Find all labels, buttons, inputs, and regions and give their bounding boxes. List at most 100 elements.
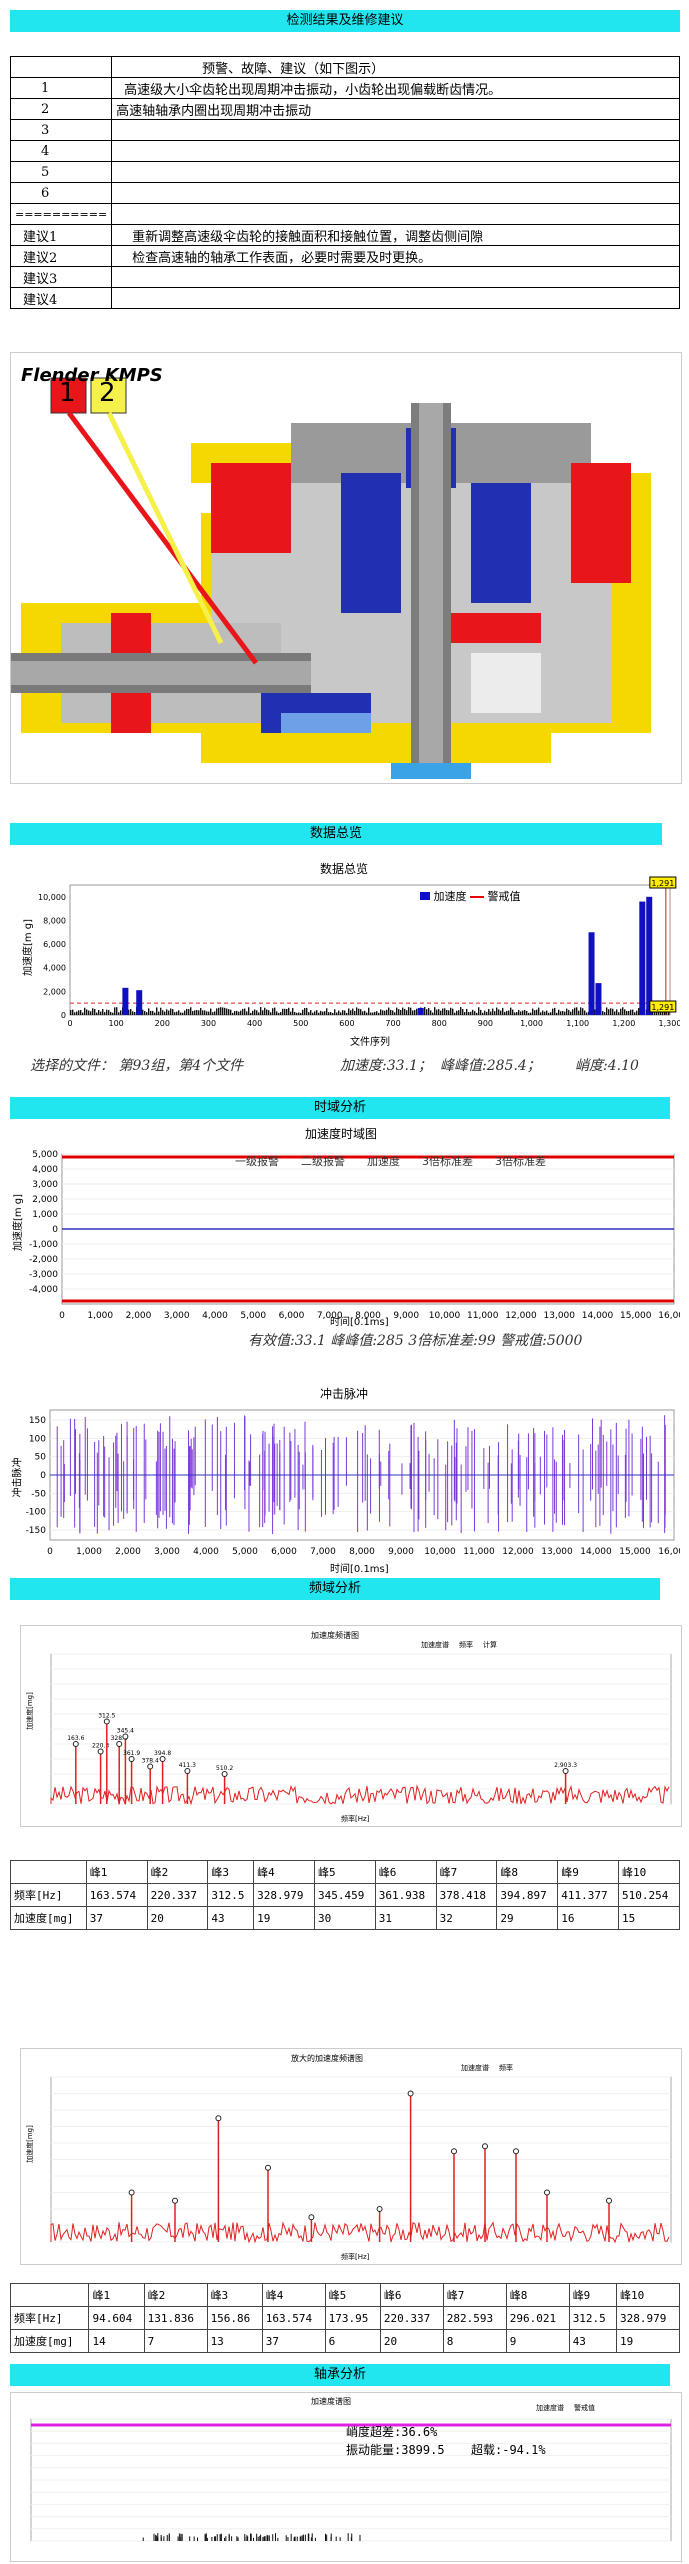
noise-bar <box>256 1010 258 1015</box>
x-tick-label: 13,000 <box>544 1311 576 1321</box>
noise-bar <box>158 1011 160 1015</box>
noise-bar <box>268 1010 270 1015</box>
peak-marker <box>482 2143 488 2150</box>
noise-bar <box>538 1007 540 1015</box>
blank-cell <box>9 56 113 78</box>
noise-bar <box>204 1010 206 1015</box>
noise-bar <box>358 1008 360 1015</box>
x-tick-label: 11,000 <box>467 1311 499 1321</box>
time-title: 加速度时域图 <box>305 1127 378 1141</box>
y-tick-label: 6,000 <box>43 940 66 949</box>
noise-bar <box>336 1012 338 1015</box>
noise-bar <box>198 1010 200 1015</box>
noise-bar <box>252 1010 254 1015</box>
noise-bar <box>560 1011 562 1015</box>
legend-alarm1: 一级报警 <box>235 1155 279 1168</box>
peak-marker <box>376 2206 383 2212</box>
noise-bar <box>194 1010 196 1015</box>
suggestion-row: 建议4 <box>9 287 680 309</box>
noise-bar <box>334 1009 336 1015</box>
peak-label: 2,903.3 <box>554 1762 577 1769</box>
noise-bar <box>170 1008 172 1015</box>
y-tick-label: -1,000 <box>29 1240 58 1250</box>
noise-bar <box>348 1008 350 1015</box>
noise-bar <box>330 1012 332 1015</box>
x-tick-label: 12,000 <box>502 1547 534 1557</box>
noise-bar <box>324 1011 326 1015</box>
overview-file-info: 选择的文件： 第93组，第4个文件 <box>30 1058 244 1074</box>
noise-bar <box>130 1008 132 1015</box>
noise-bar <box>72 1009 74 1015</box>
x-tick-label: 700 <box>385 1019 400 1028</box>
noise-bar <box>428 1008 430 1015</box>
noise-bar <box>346 1012 348 1015</box>
noise-bar <box>432 1012 434 1015</box>
noise-bar <box>230 1009 232 1015</box>
noise-bar <box>548 1012 550 1015</box>
noise-bar <box>494 1011 496 1015</box>
x-tick-label: 14,000 <box>582 1311 614 1321</box>
noise-bar <box>436 1009 438 1015</box>
noise-bar <box>104 1012 106 1015</box>
x-tick-label: 600 <box>339 1019 354 1028</box>
noise-bar <box>350 1010 352 1015</box>
noise-bar <box>566 1008 568 1015</box>
noise-bar <box>238 1011 240 1015</box>
noise-bar <box>316 1010 318 1015</box>
noise-bar <box>622 1007 624 1015</box>
noise-bar <box>628 1010 630 1015</box>
noise-bar <box>634 1012 636 1015</box>
noise-bar <box>118 1012 120 1015</box>
noise-bar <box>290 1011 292 1015</box>
x-tick-label: 800 <box>432 1019 447 1028</box>
overview-xlabel: 文件序列 <box>350 1037 390 1048</box>
noise-bar <box>184 1010 186 1015</box>
noise-bar <box>482 1012 484 1015</box>
noise-bar <box>638 1008 640 1015</box>
legend-calc: 计算 <box>483 1641 497 1649</box>
x-tick-label: 6,000 <box>279 1311 305 1321</box>
suggestion-row: 建议3 <box>9 266 680 288</box>
noise-bar <box>636 1010 638 1015</box>
peak-marker <box>72 1741 79 1747</box>
x-tick-label: 2,000 <box>126 1311 152 1321</box>
legend-std2: 3倍标准差 <box>495 1155 546 1168</box>
peak-marker <box>215 2115 222 2122</box>
noise-bar <box>276 1011 278 1015</box>
bearing-legend: 加速度谱 警戒值 <box>536 2403 595 2413</box>
noise-bar <box>232 1012 234 1015</box>
peak-marker <box>407 2090 414 2097</box>
noise-bar <box>174 1012 176 1015</box>
noise-bar <box>226 1008 228 1015</box>
noise-bar <box>402 1007 404 1015</box>
noise-bar <box>516 1012 518 1015</box>
time-stats: 有效值:33.1 峰峰值:285 3倍标准差:99 警戒值:5000 <box>248 1333 583 1349</box>
noise-bar <box>466 1008 468 1015</box>
noise-bar <box>342 1010 344 1015</box>
noise-bar <box>452 1008 454 1015</box>
noise-bar <box>518 1010 520 1015</box>
cursor-label-bottom: 1,291 <box>651 1003 674 1012</box>
section-header-bearing: 轴承分析 <box>10 2364 670 2386</box>
noise-bar <box>74 1012 76 1015</box>
noise-bar <box>288 1007 290 1015</box>
noise-bar <box>376 1011 378 1015</box>
noise-bar <box>378 1012 380 1015</box>
x-tick-label: 0 <box>59 1311 65 1321</box>
noise-bar <box>166 1009 168 1015</box>
noise-bar <box>620 1008 622 1015</box>
noise-bar <box>488 1009 490 1015</box>
noise-bar <box>310 1010 312 1015</box>
noise-bar <box>120 1010 122 1015</box>
peak-marker <box>513 2148 519 2155</box>
peak-label: 394.8 <box>154 1750 171 1757</box>
noise-bar <box>168 1010 170 1015</box>
x-tick-label: 2,000 <box>115 1547 141 1557</box>
table-row: 1 高速级大小伞齿轮出现周期冲击振动，小齿轮出现偏载断齿情况。 <box>9 77 680 99</box>
peak-marker <box>116 1741 123 1747</box>
y-tick-label: 150 <box>29 1416 46 1426</box>
noise-bar <box>328 1012 330 1015</box>
noise-bar <box>148 1008 150 1015</box>
overview-legend: 加速度 警戒值 <box>420 888 521 904</box>
noise-bar <box>498 1009 500 1015</box>
